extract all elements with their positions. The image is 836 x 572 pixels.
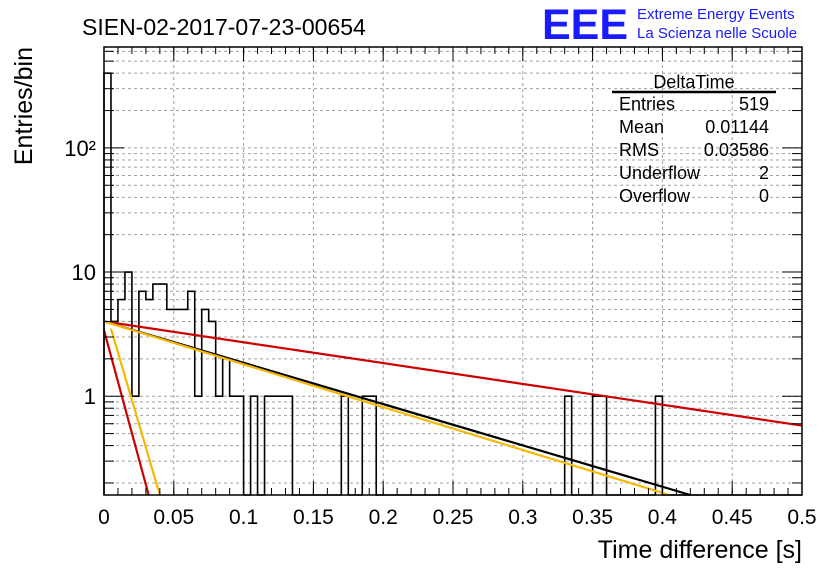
y-tick-label: 1 [84, 384, 96, 409]
stats-row-label: Entries [619, 94, 675, 114]
logo-line-1: Extreme Energy Events [637, 6, 795, 23]
x-tick-label: 0.05 [153, 506, 194, 529]
stats-row-value: 519 [739, 94, 769, 114]
fit-line [103, 320, 803, 427]
x-tick-label: 0.3 [508, 506, 537, 529]
stats-box: DeltaTime Entries 519 Mean 0.01144 RMS 0.0358… [612, 72, 776, 206]
x-tick-label: 0.25 [433, 506, 474, 529]
fit-lines [102, 320, 803, 497]
stats-row-label: Mean [619, 117, 664, 137]
stats-title: DeltaTime [653, 72, 734, 92]
x-tick-label: 0 [98, 506, 110, 529]
eee-logo: EEE [542, 1, 628, 49]
stats-row-value: 0.03586 [704, 140, 769, 160]
y-tick-labels: 1 10 10² [64, 136, 96, 409]
run-title: SIEN-02-2017-07-23-00654 [82, 14, 366, 40]
axis-ticks [103, 47, 803, 495]
x-tick-label: 0.4 [648, 506, 678, 529]
stats-row-value: 0.01144 [705, 117, 769, 137]
x-tick-label: 0.5 [787, 506, 816, 529]
stats-row-value: 2 [759, 163, 769, 183]
stats-row-label: RMS [619, 140, 659, 160]
stats-row-label: Underflow [619, 163, 701, 183]
x-tick-label: 0.1 [229, 506, 258, 529]
fit-line [109, 328, 161, 496]
x-tick-label: 0.15 [293, 506, 334, 529]
stats-row-value: 0 [759, 186, 769, 206]
x-tick-label: 0.35 [572, 506, 613, 529]
grid [103, 47, 803, 495]
x-tick-label: 0.45 [712, 506, 753, 529]
fit-line [103, 320, 670, 497]
x-axis-label: Time difference [s] [598, 536, 802, 564]
x-tick-label: 0.2 [369, 506, 398, 529]
stats-row-label: Overflow [619, 186, 691, 206]
fit-line [102, 329, 150, 496]
logo-line-2: La Scienza nelle Scuole [637, 25, 797, 42]
x-tick-labels: 0 0.05 0.1 0.15 0.2 0.25 0.3 0.35 0.4 0.45 0.5 [98, 506, 816, 529]
y-tick-label: 10 [72, 260, 96, 285]
y-tick-label: 10² [64, 136, 96, 161]
y-axis-label: Entries/bin [10, 47, 38, 165]
